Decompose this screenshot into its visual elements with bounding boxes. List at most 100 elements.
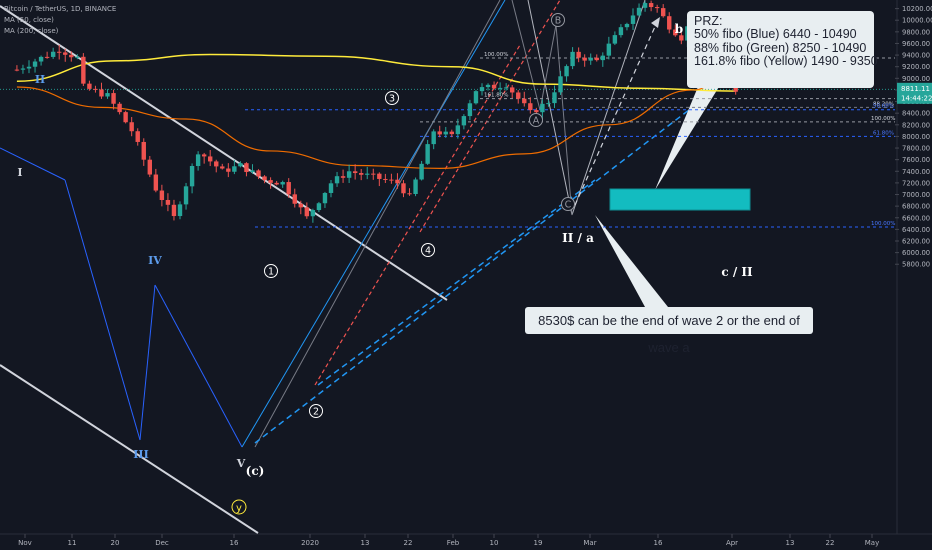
candle-body	[594, 57, 599, 61]
candle-body	[87, 83, 92, 89]
candle-body	[359, 173, 364, 175]
candle-body	[612, 35, 618, 44]
candle-body	[618, 27, 624, 36]
time-tick-label: 20	[111, 539, 120, 547]
wave-label-a-circle	[529, 113, 543, 127]
candle-body	[588, 57, 593, 61]
time-tick-label: 13	[361, 539, 370, 547]
candle-body	[636, 7, 642, 16]
wave-label-c-circle: C	[565, 200, 572, 211]
candle-body	[340, 176, 346, 178]
time-tick-label: May	[865, 539, 879, 547]
wave-label-y: y	[236, 503, 242, 514]
time-tick-label: Apr	[726, 539, 738, 547]
fib-level-label: 100.00%	[484, 52, 508, 58]
ma50-legend[interactable]: MA (50, close)	[4, 16, 54, 24]
candle-body	[328, 183, 334, 193]
candle-body	[147, 159, 152, 175]
note-pointer	[595, 215, 668, 307]
prz-zone-box	[609, 188, 751, 211]
wave-label-c-ii: c / II	[721, 265, 753, 279]
candle-body	[461, 116, 467, 126]
wave-label-b: b	[675, 22, 683, 36]
ma200-line	[16, 53, 736, 92]
price-tick-label: 7800.00	[902, 145, 930, 153]
candle-body	[201, 154, 207, 157]
wave-path-line	[539, 24, 557, 111]
price-tick-label: 8400.00	[902, 110, 930, 118]
ma200-path	[16, 53, 736, 92]
time-tick-label: 11	[68, 539, 77, 547]
ma200-legend[interactable]: MA (200, close)	[4, 27, 59, 35]
prz-note[interactable]: PRZ: 50% fibo (Blue) 6440 - 10490 88% fi…	[687, 11, 878, 88]
time-tick-label: 22	[404, 539, 413, 547]
wave-label-ii-a: II / a	[562, 231, 594, 245]
wave-label-a: A	[533, 116, 540, 127]
candle-body	[316, 203, 322, 211]
ma50-line	[16, 71, 730, 169]
fib-dotted-red	[314, 44, 521, 386]
candle-body	[81, 56, 86, 84]
price-tick-label: 6800.00	[902, 203, 930, 211]
wave-label-4-circle	[421, 243, 435, 257]
candle-body	[26, 66, 32, 69]
candle-body	[171, 204, 177, 217]
fib-level-label: 61.80%	[873, 130, 894, 136]
candle-body	[93, 88, 98, 90]
candle-body	[479, 87, 485, 92]
price-tag-bg	[897, 82, 932, 104]
candle-body	[425, 144, 430, 164]
candle-body	[564, 66, 569, 77]
candle-body	[44, 56, 50, 58]
ma50-path	[16, 71, 730, 169]
wave-label-i: I	[17, 166, 22, 179]
candles	[14, 0, 738, 223]
wave-note[interactable]: 8530$ can be the end of wave 2 or the en…	[525, 307, 813, 355]
wave-label-b-circle-circle	[551, 13, 565, 27]
candle-body	[189, 165, 195, 187]
time-axis[interactable]: Nov 11 20 Dec 16 2020 13 22 Feb 10 19 Mar 16 Apr 13 22 M…	[0, 533, 932, 547]
candle-body	[431, 131, 436, 145]
candle-body	[648, 3, 654, 8]
candle-body	[473, 91, 479, 104]
current-price-label: 8811.11	[901, 85, 930, 93]
candle-body	[238, 163, 243, 167]
candle-body	[546, 103, 551, 105]
candle-body	[449, 131, 454, 135]
candle-body	[528, 103, 533, 111]
candle-body	[208, 156, 213, 162]
candle-body	[57, 51, 62, 53]
candle-body	[280, 182, 285, 185]
candle-body	[352, 171, 358, 174]
price-axis[interactable]: 10200.00 10000.00 9800.00 9600.00 9400.00 920…	[895, 0, 932, 534]
candle-body	[346, 171, 352, 178]
candle-body	[250, 170, 255, 173]
wave-label-iii: III	[133, 448, 148, 461]
fib-dotted-red	[419, 0, 561, 233]
candle-body	[298, 203, 303, 208]
candle-body	[129, 122, 134, 132]
drawing-layer	[0, 0, 722, 534]
candle-body	[401, 183, 406, 194]
candle-body	[256, 170, 261, 177]
price-tick-label: 6400.00	[902, 226, 930, 234]
symbol-title[interactable]: Bitcoin / TetherUS, 1D, BINANCE	[4, 5, 117, 13]
time-tick-label: 13	[786, 539, 795, 547]
time-tick-label: 16	[230, 539, 239, 547]
candle-body	[630, 15, 636, 24]
candle-body	[310, 210, 316, 217]
candle-body	[141, 141, 146, 160]
candle-body	[165, 199, 171, 205]
candle-body	[455, 125, 461, 135]
candle-body	[262, 176, 267, 181]
candle-body	[268, 180, 273, 183]
candle-body	[552, 92, 557, 104]
prz-line-blue: 50% fibo (Blue) 6440 - 10490	[694, 27, 857, 42]
candle-body	[437, 131, 442, 135]
candle-body	[117, 103, 122, 113]
candle-body	[334, 176, 340, 184]
wave-label-c-paren: (c)	[246, 464, 265, 478]
wave-label-c-circle-circle	[561, 197, 575, 211]
